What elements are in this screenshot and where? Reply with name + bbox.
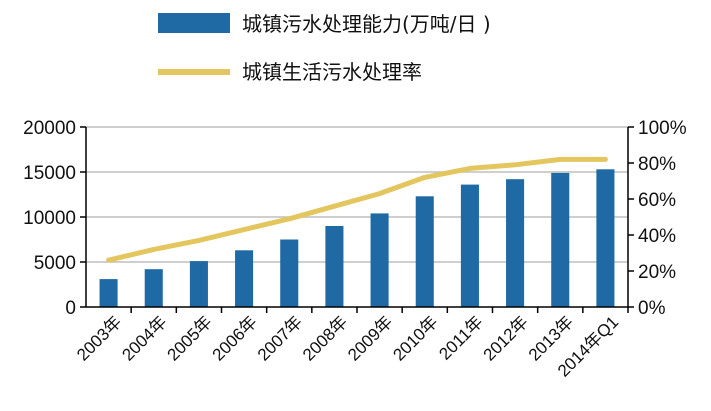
bar: [189, 261, 208, 307]
legend-bar-swatch: [158, 13, 230, 33]
bar: [415, 196, 434, 307]
bar: [235, 250, 254, 307]
bar: [551, 172, 570, 307]
left-axis-ticks: 0 5000 10000 15000 20000: [23, 118, 86, 319]
x-tick-label: 2008年: [299, 312, 351, 364]
x-tick-label: 2007年: [254, 312, 306, 364]
bar: [370, 213, 389, 307]
bar: [280, 239, 299, 307]
left-tick-label: 5000: [34, 253, 76, 274]
right-tick-label: 0%: [638, 298, 666, 319]
left-tick-label: 15000: [23, 163, 76, 184]
right-tick-label: 80%: [638, 154, 676, 175]
legend-line-swatch: [158, 69, 230, 75]
bar: [506, 179, 525, 307]
gridlines: [86, 126, 628, 263]
right-tick-label: 60%: [638, 190, 676, 211]
right-tick-label: 40%: [638, 226, 676, 247]
bar: [596, 169, 615, 307]
bar-series: [99, 169, 615, 307]
right-tick-label: 20%: [638, 262, 676, 283]
x-tick-label: 2004年: [118, 312, 170, 364]
right-axis-ticks: 0% 20% 40% 60% 80% 100%: [628, 118, 687, 319]
x-tick-label: 2011年: [435, 312, 486, 363]
x-axis-ticks: 2003年2004年2005年2006年2007年2008年2009年2010年…: [73, 307, 629, 381]
left-tick-label: 20000: [23, 118, 76, 139]
bar: [99, 279, 118, 307]
x-tick-label: 2006年: [209, 312, 261, 364]
bar: [460, 184, 479, 307]
left-tick-label: 10000: [23, 208, 76, 229]
legend: 城镇污水处理能力(万吨/日 ) 城镇生活污水处理率: [158, 12, 491, 84]
x-tick-label: 2009年: [344, 312, 396, 364]
bar: [144, 269, 163, 307]
x-tick-label: 2005年: [164, 312, 216, 364]
legend-line-label: 城镇生活污水处理率: [242, 60, 422, 84]
line-path: [106, 156, 608, 263]
x-tick-label: 2012年: [480, 312, 532, 364]
x-tick-label: 2003年: [73, 312, 125, 364]
line-series: [106, 156, 608, 263]
legend-bar-label: 城镇污水处理能力(万吨/日 ): [242, 12, 491, 36]
bar: [325, 226, 344, 307]
x-tick-label: 2010年: [389, 312, 441, 364]
left-tick-label: 0: [65, 298, 76, 319]
right-tick-label: 100%: [638, 118, 687, 139]
